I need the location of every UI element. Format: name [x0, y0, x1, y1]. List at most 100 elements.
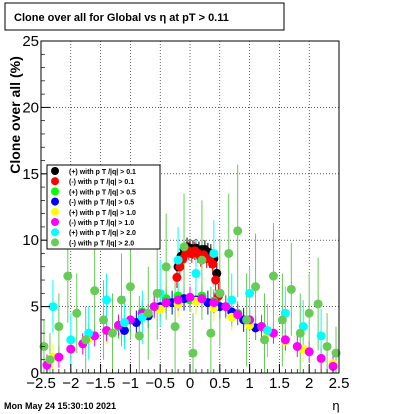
legend-box	[46, 164, 161, 250]
data-points	[39, 226, 341, 371]
data-point	[90, 286, 100, 296]
x-tick-label: 0.5	[209, 375, 230, 392]
data-point	[304, 347, 314, 357]
legend-marker	[51, 167, 59, 175]
data-point	[108, 328, 118, 338]
data-point	[161, 298, 171, 308]
x-axis-label: η	[332, 398, 339, 413]
data-point	[173, 295, 183, 305]
data-point	[125, 282, 135, 292]
data-point	[119, 326, 129, 336]
data-point	[251, 282, 261, 292]
data-point	[233, 226, 243, 236]
data-point	[313, 299, 323, 309]
data-point	[54, 352, 64, 362]
data-point	[173, 255, 183, 265]
data-point	[221, 302, 231, 312]
data-point	[161, 262, 171, 272]
data-point	[331, 348, 341, 358]
x-tick-label: −2.5	[26, 375, 56, 392]
data-point	[119, 318, 129, 328]
legend-marker	[51, 197, 59, 206]
legend-marker	[51, 228, 59, 237]
data-point	[227, 295, 237, 305]
data-point	[197, 255, 207, 265]
data-point	[209, 298, 219, 308]
x-tick-label: 2	[305, 375, 313, 392]
data-point	[268, 271, 278, 281]
legend-label: (-) with p T /|q| > 1.0	[69, 220, 134, 227]
data-point	[45, 355, 55, 365]
legend-marker	[51, 207, 59, 216]
y-tick-label: 20	[22, 99, 39, 116]
legend-marker	[51, 187, 59, 196]
data-point	[48, 302, 58, 312]
data-point	[191, 268, 201, 278]
data-point	[134, 331, 144, 341]
data-point	[262, 326, 272, 336]
data-point	[66, 335, 76, 345]
data-point	[81, 335, 91, 345]
data-point	[211, 275, 221, 285]
data-point	[212, 268, 222, 278]
data-point	[116, 295, 126, 305]
data-point	[316, 331, 326, 341]
data-point	[149, 302, 159, 312]
y-tick-label: 5	[31, 299, 39, 316]
legend-label: (+) with p T /|q| > 1.0	[69, 210, 136, 217]
y-tick-label: 10	[22, 232, 39, 249]
data-point	[304, 308, 314, 318]
data-point	[185, 292, 195, 302]
y-tick-label: 0	[31, 365, 39, 382]
data-point	[233, 310, 243, 320]
x-tick-label: −2	[62, 375, 79, 392]
data-point	[292, 341, 302, 351]
data-point	[102, 295, 112, 305]
data-point	[143, 308, 153, 318]
x-tick-label: 0	[186, 375, 194, 392]
legend-label: (-) with p T /|q| > 0.1	[69, 179, 134, 186]
data-point	[72, 308, 82, 318]
data-point	[280, 335, 290, 345]
data-point	[295, 328, 305, 338]
legend-label: (-) with p T /|q| > 0.5	[69, 200, 134, 207]
data-point	[245, 288, 255, 298]
legend: (+) with p T /|q| > 0.1 (-) with p T /|q|…	[46, 164, 161, 250]
legend-marker	[51, 218, 59, 226]
x-tick-label: −0.5	[145, 375, 175, 392]
data-point	[66, 344, 76, 354]
x-tick-label: −1.5	[86, 375, 116, 392]
legend-marker	[51, 238, 59, 247]
data-point	[54, 322, 64, 332]
data-point	[179, 242, 189, 252]
data-point	[152, 288, 162, 298]
data-point	[188, 348, 198, 358]
data-point	[63, 271, 73, 281]
data-point	[286, 284, 296, 294]
x-tick-label: 1	[245, 375, 253, 392]
legend-marker	[51, 177, 59, 186]
x-tick-label: −1	[122, 375, 139, 392]
y-tick-label: 25	[22, 33, 39, 50]
data-point	[170, 322, 180, 332]
legend-label: (+) with p T /|q| > 2.0	[69, 230, 136, 237]
timestamp: Mon May 24 15:30:10 2021	[4, 401, 116, 411]
data-point	[224, 248, 234, 258]
chart-title: Clone over all for Global vs η at pT > 0…	[14, 12, 229, 24]
data-point	[197, 294, 207, 304]
legend-label: (+) with p T /|q| > 0.1	[69, 169, 136, 176]
y-axis-label: Clone over all (%)	[7, 56, 23, 173]
data-point	[209, 248, 219, 258]
axes: −2.5 −2 −1.5 −1 −0.5 0 0.5 1 1.5 2 2.5 0 5 10 15 20 25	[22, 33, 349, 392]
data-point	[206, 328, 216, 338]
data-point	[215, 288, 225, 298]
data-point	[316, 353, 326, 363]
legend-label: (+) with p T /|q| > 0.5	[69, 189, 136, 196]
data-point	[242, 315, 252, 325]
x-tick-label: 2.5	[329, 375, 350, 392]
title-box	[4, 2, 285, 31]
data-point	[208, 259, 218, 269]
legend-label: (-) with p T /|q| > 2.0	[69, 240, 134, 247]
y-tick-label: 15	[22, 166, 39, 183]
